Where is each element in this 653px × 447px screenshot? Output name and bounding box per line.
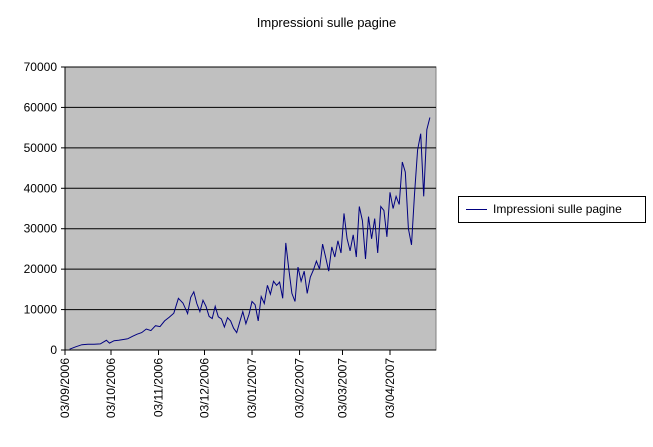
y-tick-label: 60000	[24, 100, 58, 114]
x-tick-label: 03/01/2007	[245, 358, 259, 418]
x-tick-label: 03/11/2006	[152, 358, 166, 417]
y-tick-label: 10000	[24, 303, 58, 317]
x-tick-label: 03/10/2006	[104, 358, 118, 418]
x-tick-label: 03/09/2006	[58, 358, 72, 418]
x-tick-label: 03/04/2007	[383, 358, 397, 418]
legend-swatch	[466, 209, 487, 210]
x-tick-label: 03/03/2007	[335, 358, 349, 418]
y-tick-label: 70000	[24, 60, 58, 74]
y-tick-label: 30000	[24, 222, 58, 236]
y-tick-label: 20000	[24, 262, 58, 276]
chart-title: Impressioni sulle pagine	[256, 15, 397, 30]
y-tick-label: 50000	[24, 141, 58, 155]
legend-label: Impressioni sulle pagine	[493, 202, 622, 216]
plot-background	[64, 66, 437, 351]
series-line	[69, 117, 431, 350]
legend: Impressioni sulle pagine	[458, 196, 646, 223]
x-tick-label: 03/02/2007	[293, 358, 307, 418]
x-tick-label: 03/12/2006	[198, 358, 212, 418]
y-tick-label: 40000	[24, 181, 58, 195]
y-tick-label: 0	[50, 343, 57, 357]
